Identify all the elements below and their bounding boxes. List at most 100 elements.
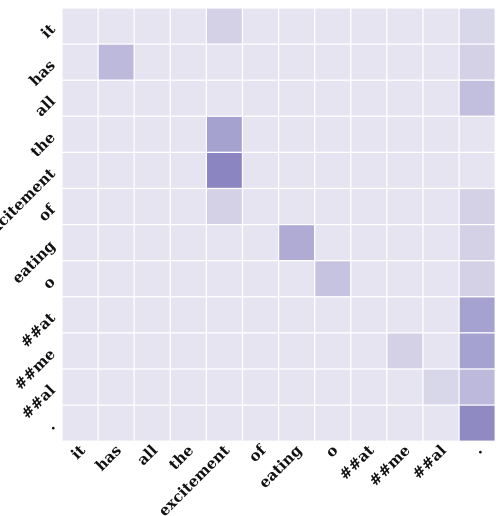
heatmap-cell-r4-c2 [133, 151, 171, 190]
heatmap-cell-r10-c0 [61, 368, 99, 406]
heatmap-cell-r5-c2 [133, 187, 171, 226]
heatmap-cell-r7-c11 [458, 260, 496, 298]
heatmap-cell-r1-c3 [169, 43, 208, 81]
heatmap-cell-r10-c1 [97, 368, 135, 406]
x-tick-label-10: ##al [408, 441, 450, 483]
heatmap-cell-r5-c0 [61, 187, 99, 226]
heatmap-cell-r3-c1 [97, 115, 135, 154]
heatmap-cell-r1-c5 [241, 43, 280, 81]
heatmap-cell-r9-c2 [133, 332, 171, 370]
heatmap-cell-r10-c8 [350, 368, 388, 406]
heatmap-cell-r5-c4 [205, 187, 244, 226]
x-tick-label-2: all [133, 441, 161, 469]
heatmap-cell-r3-c7 [314, 115, 352, 154]
heatmap-cell-r2-c3 [169, 79, 208, 117]
heatmap-cell-r7-c9 [386, 260, 424, 298]
heatmap-cell-r6-c5 [241, 224, 280, 262]
heatmap-cell-r8-c6 [278, 296, 316, 334]
heatmap-cell-r0-c2 [133, 7, 171, 45]
heatmap-cell-r8-c1 [97, 296, 135, 334]
heatmap-cell-r11-c1 [97, 404, 135, 442]
heatmap-cell-r2-c10 [422, 79, 460, 117]
heatmap-cell-r6-c0 [61, 224, 99, 262]
heatmap-cell-r6-c4 [205, 224, 244, 262]
heatmap-cell-r0-c11 [458, 7, 496, 45]
heatmap-cell-r1-c10 [422, 43, 460, 81]
heatmap-cell-r4-c4 [205, 151, 244, 190]
heatmap-cell-r6-c8 [350, 224, 388, 262]
heatmap-cell-r8-c3 [169, 296, 208, 334]
heatmap-cell-r4-c1 [97, 151, 135, 190]
heatmap-cell-r5-c6 [278, 187, 316, 226]
heatmap-cell-r11-c3 [169, 404, 208, 442]
heatmap-cell-r3-c2 [133, 115, 171, 154]
heatmap-cell-r11-c4 [205, 404, 244, 442]
heatmap-cell-r11-c0 [61, 404, 99, 442]
heatmap-cell-r4-c8 [350, 151, 388, 190]
heatmap-cell-r7-c7 [314, 260, 352, 298]
heatmap-cell-r5-c3 [169, 187, 208, 226]
heatmap-cell-r10-c5 [241, 368, 280, 406]
heatmap-cell-r4-c5 [241, 151, 280, 190]
x-tick-label-7: o [322, 441, 342, 461]
heatmap-cell-r4-c0 [61, 151, 99, 190]
heatmap-cell-r10-c7 [314, 368, 352, 406]
heatmap-cell-r0-c0 [61, 7, 99, 45]
heatmap-cell-r7-c1 [97, 260, 135, 298]
heatmap-cell-r3-c9 [386, 115, 424, 154]
heatmap-cell-r3-c11 [458, 115, 496, 154]
heatmap-cell-r9-c3 [169, 332, 208, 370]
heatmap-cell-r7-c3 [169, 260, 208, 298]
heatmap-cell-r7-c8 [350, 260, 388, 298]
x-tick-label-9: ##me [365, 441, 413, 489]
heatmap-cell-r4-c9 [386, 151, 424, 190]
heatmap-cell-r1-c9 [386, 43, 424, 81]
x-tick-label-5: of [245, 440, 270, 465]
heatmap-cell-r10-c4 [205, 368, 244, 406]
heatmap-cell-r8-c11 [458, 296, 496, 334]
heatmap-cell-r8-c8 [350, 296, 388, 334]
heatmap-cell-r2-c1 [97, 79, 135, 117]
heatmap-cell-r8-c2 [133, 296, 171, 334]
heatmap-cell-r3-c0 [61, 115, 99, 154]
heatmap-cell-r5-c11 [458, 187, 496, 226]
heatmap-cell-r3-c6 [278, 115, 316, 154]
heatmap-cell-r2-c0 [61, 79, 99, 117]
heatmap-cell-r0-c10 [422, 7, 460, 45]
heatmap-cell-r4-c3 [169, 151, 208, 190]
heatmap-cell-r7-c6 [278, 260, 316, 298]
heatmap-cell-r2-c8 [350, 79, 388, 117]
heatmap-cell-r0-c6 [278, 7, 316, 45]
heatmap-cell-r2-c5 [241, 79, 280, 117]
heatmap-cell-r10-c6 [278, 368, 316, 406]
heatmap-cell-r2-c7 [314, 79, 352, 117]
heatmap-cell-r0-c3 [169, 7, 208, 45]
y-tick-label-7: o [39, 273, 59, 293]
y-axis-tick-labels: ithasalltheexcitementofeatingo##at##me##… [0, 20, 60, 434]
x-tick-label-1: has [92, 441, 125, 474]
heatmap-cell-r6-c2 [133, 224, 171, 262]
heatmap-cell-r6-c1 [97, 224, 135, 262]
heatmap-cell-r9-c1 [97, 332, 135, 370]
heatmap-cell-r5-c9 [386, 187, 424, 226]
heatmap-cell-r2-c11 [458, 79, 496, 117]
heatmap-cell-r6-c6 [278, 224, 316, 262]
heatmap-cell-r0-c1 [97, 7, 135, 45]
y-tick-label-8: ##at [17, 309, 59, 351]
heatmap-cell-r11-c7 [314, 404, 352, 442]
heatmap-cell-r11-c5 [241, 404, 280, 442]
heatmap-cell-r4-c10 [422, 151, 460, 190]
heatmap-cell-r1-c1 [97, 43, 135, 81]
heatmap-cell-r11-c9 [386, 404, 424, 442]
heatmap-cell-r9-c7 [314, 332, 352, 370]
heatmap-cell-r1-c4 [205, 43, 244, 81]
heatmap-cell-r0-c9 [386, 7, 424, 45]
heatmap-cell-r10-c2 [133, 368, 171, 406]
y-tick-label-2: all [31, 92, 59, 120]
heatmap-cell-r11-c6 [278, 404, 316, 442]
heatmap-cell-r6-c3 [169, 224, 208, 262]
y-tick-label-4: excitement [0, 165, 59, 244]
x-tick-label-0: it [67, 441, 89, 463]
